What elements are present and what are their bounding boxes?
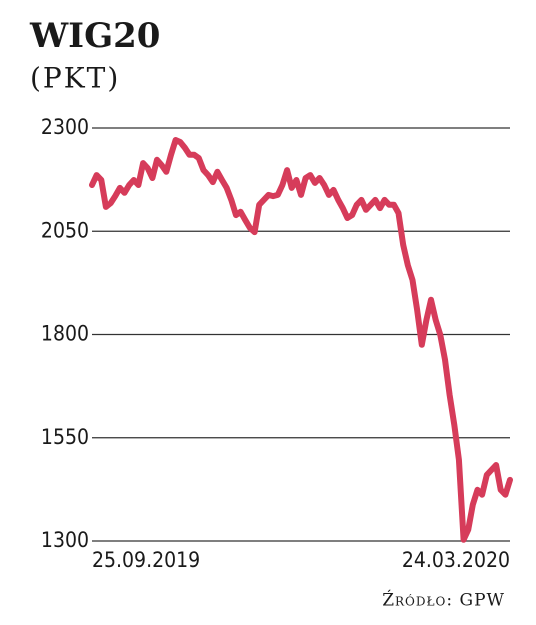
- y-tick-label: 2050: [41, 218, 89, 242]
- y-tick-label: 1300: [41, 528, 89, 552]
- y-tick-label: 2300: [41, 115, 89, 139]
- chart-title: WIG20: [29, 16, 160, 56]
- chart-subtitle: (PKT): [30, 62, 120, 95]
- y-tick-label: 1800: [41, 322, 89, 346]
- line: [89, 137, 513, 543]
- x-tick-label: 24.03.2020: [402, 548, 510, 572]
- source: Źródło: GPW: [382, 590, 505, 611]
- x-tick-label: 25.09.2019: [92, 548, 200, 572]
- y-tick-label: 1550: [41, 425, 89, 449]
